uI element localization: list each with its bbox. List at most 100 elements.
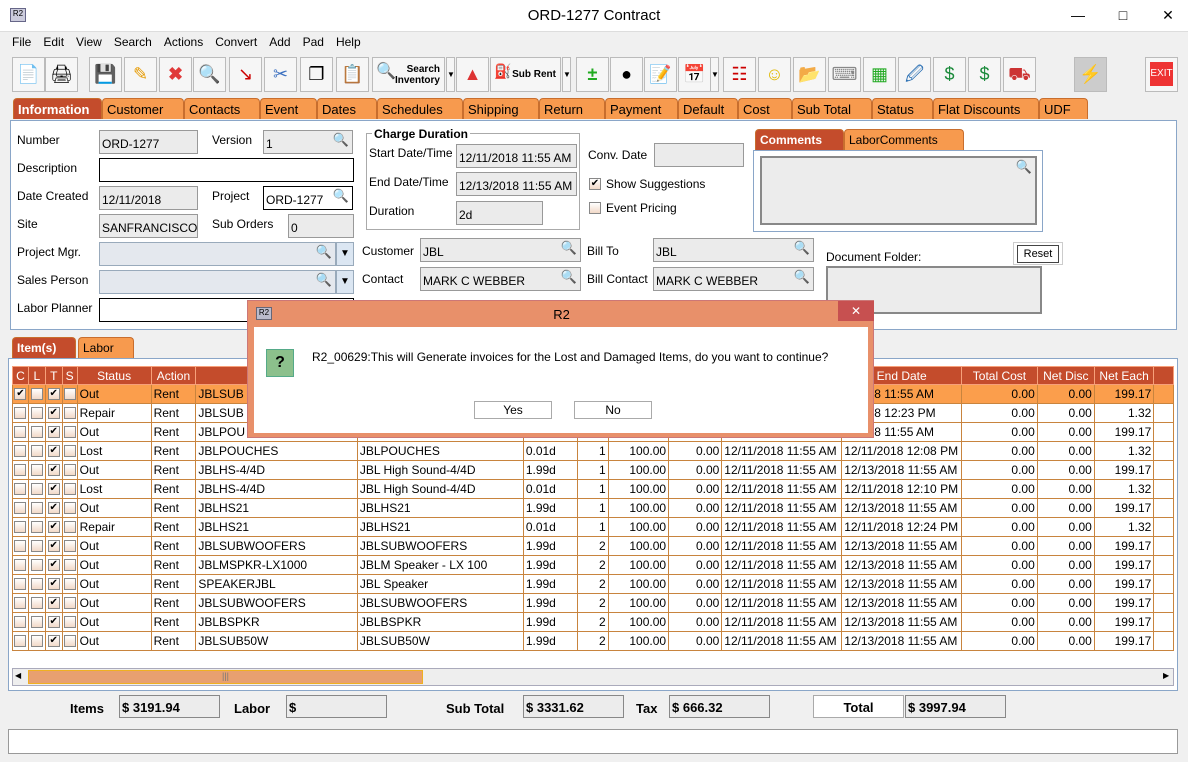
menu-edit[interactable]: Edit bbox=[43, 35, 65, 49]
transfer-document-icon[interactable]: ↘ bbox=[229, 57, 262, 92]
project-mgr-dropdown[interactable]: ▼ bbox=[336, 242, 354, 266]
checkbox-l[interactable] bbox=[30, 540, 43, 552]
table-row[interactable]: ✔ Out Rent JBLHS21 JBLHS21 1.99d 1 100.00 0.00 12… bbox=[12, 498, 1174, 518]
search-icon[interactable]: 🔍 bbox=[332, 132, 349, 147]
menu-pad[interactable]: Pad bbox=[302, 35, 324, 49]
comments-textarea[interactable]: 🔍 bbox=[760, 156, 1037, 225]
description-field[interactable] bbox=[99, 158, 354, 182]
checkbox-c[interactable] bbox=[14, 578, 27, 590]
date-created-field[interactable]: 12/11/2018 bbox=[99, 186, 198, 210]
color-blocks-icon[interactable]: ▦ bbox=[863, 57, 896, 92]
checkbox-l[interactable] bbox=[30, 502, 43, 514]
search-icon[interactable]: 🔍 bbox=[315, 272, 332, 287]
table-row[interactable]: ✔ Out Rent JBLBSPKR JBLBSPKR 1.99d 2 100.00 0.00… bbox=[12, 612, 1174, 632]
scroll-right-icon[interactable]: ▶ bbox=[1163, 671, 1170, 680]
checkbox-c[interactable] bbox=[14, 445, 27, 457]
tab-shipping[interactable]: Shipping bbox=[463, 98, 539, 119]
table-row[interactable]: ✔ Out Rent JBLSUB50W JBLSUB50W 1.99d 2 100.00 0.… bbox=[12, 631, 1174, 651]
menu-help[interactable]: Help bbox=[335, 35, 361, 49]
column-header[interactable]: Action bbox=[150, 366, 197, 385]
checkbox-c[interactable] bbox=[14, 407, 27, 419]
tab-default[interactable]: Default bbox=[678, 98, 738, 119]
money-note-icon[interactable]: $ bbox=[968, 57, 1001, 92]
search-icon[interactable]: 🔍 bbox=[560, 269, 577, 284]
table-row[interactable]: ✔ Lost Rent JBLHS-4/4D JBL High Sound-4/4D 0.… bbox=[12, 479, 1174, 499]
sub-rent-button[interactable]: ⛽ Sub Rent bbox=[490, 57, 561, 92]
column-header[interactable]: C bbox=[12, 366, 29, 385]
document-folder-box[interactable] bbox=[826, 266, 1042, 314]
tab-cost[interactable]: Cost bbox=[738, 98, 792, 119]
checkbox-s[interactable] bbox=[63, 635, 76, 647]
checkbox-c[interactable] bbox=[14, 540, 27, 552]
no-button[interactable]: No bbox=[574, 401, 652, 419]
tab-status[interactable]: Status bbox=[872, 98, 933, 119]
print-icon[interactable]: 🖨 bbox=[45, 57, 78, 92]
bill-to-field[interactable]: JBL 🔍 bbox=[653, 238, 814, 262]
checkbox-t[interactable]: ✔ bbox=[47, 616, 60, 628]
smiley-icon[interactable]: ☺ bbox=[758, 57, 791, 92]
calendar-dropdown[interactable]: ▼ bbox=[710, 57, 719, 92]
checkbox-l[interactable] bbox=[30, 521, 43, 533]
balls-icon[interactable]: ● bbox=[610, 57, 643, 92]
checkbox-t[interactable]: ✔ bbox=[47, 445, 60, 457]
horizontal-scrollbar[interactable]: ◀ ||| ▶ bbox=[12, 668, 1174, 686]
sales-person-field[interactable]: 🔍 bbox=[99, 270, 336, 294]
checkbox-s[interactable] bbox=[63, 445, 76, 457]
maximize-button[interactable]: □ bbox=[1118, 7, 1128, 23]
checkbox-l[interactable] bbox=[30, 464, 43, 476]
checkbox-s[interactable] bbox=[63, 559, 76, 571]
search-icon[interactable]: 🔍 bbox=[1015, 159, 1032, 174]
checkbox-c[interactable] bbox=[14, 502, 27, 514]
checkbox-t[interactable]: ✔ bbox=[47, 540, 60, 552]
binoculars-icon[interactable]: 🔍 bbox=[193, 57, 226, 92]
save-icon[interactable]: 💾 bbox=[89, 57, 122, 92]
site-field[interactable]: SANFRANCISCO bbox=[99, 214, 198, 238]
table-row[interactable]: ✔ Lost Rent JBLPOUCHES JBLPOUCHES 0.01d 1 100.0… bbox=[12, 441, 1174, 461]
start-datetime-field[interactable]: 12/11/2018 11:55 AM bbox=[456, 144, 577, 168]
checkbox-s[interactable] bbox=[63, 483, 76, 495]
search-icon[interactable]: 🔍 bbox=[315, 244, 332, 259]
add-remove-icon[interactable]: ± bbox=[576, 57, 609, 92]
checkbox-l[interactable] bbox=[30, 597, 43, 609]
money-forward-icon[interactable]: $ bbox=[933, 57, 966, 92]
checkbox-l[interactable] bbox=[30, 635, 43, 647]
tab-schedules[interactable]: Schedules bbox=[377, 98, 463, 119]
table-row[interactable]: ✔ Out Rent SPEAKERJBL JBL Speaker 1.99d 2 100.0… bbox=[12, 574, 1174, 594]
checkbox-t[interactable]: ✔ bbox=[47, 597, 60, 609]
org-chart-icon[interactable]: ☷ bbox=[723, 57, 756, 92]
version-field[interactable]: 1 🔍 bbox=[263, 130, 353, 154]
tab-labor-comments[interactable]: LaborComments bbox=[844, 129, 964, 150]
tab-flat-discounts[interactable]: Flat Discounts bbox=[933, 98, 1039, 119]
scroll-left-icon[interactable]: ◀ bbox=[15, 671, 22, 680]
menu-search[interactable]: Search bbox=[113, 35, 152, 49]
sub-rent-dropdown[interactable]: ▼ bbox=[562, 57, 571, 92]
table-row[interactable]: ✔ Out Rent JBLSUBWOOFERS JBLSUBWOOFERS 1.99d 2… bbox=[12, 536, 1174, 556]
form-edit-icon[interactable]: 🖉 bbox=[898, 57, 931, 92]
table-row[interactable]: ✔ Out Rent JBLHS-4/4D JBL High Sound-4/4D 1.9… bbox=[12, 460, 1174, 480]
checkbox-s[interactable] bbox=[63, 502, 76, 514]
show-suggestions-checkbox[interactable]: ✔ bbox=[589, 178, 601, 190]
menu-add[interactable]: Add bbox=[269, 35, 291, 49]
edit-pencil-icon[interactable]: ✎ bbox=[124, 57, 157, 92]
checkbox-t[interactable]: ✔ bbox=[47, 464, 60, 476]
tab-udf[interactable]: UDF bbox=[1039, 98, 1088, 119]
truck-icon[interactable]: ⛟ bbox=[1003, 57, 1036, 92]
shapes-icon[interactable]: ▲ bbox=[456, 57, 489, 92]
checkbox-c[interactable] bbox=[14, 426, 27, 438]
column-header[interactable]: T bbox=[44, 366, 63, 385]
new-document-icon[interactable]: 📄 bbox=[12, 57, 45, 92]
search-icon[interactable]: 🔍 bbox=[332, 188, 349, 203]
menu-convert[interactable]: Convert bbox=[215, 35, 258, 49]
checkbox-s[interactable] bbox=[63, 388, 76, 400]
delete-icon[interactable]: ✖ bbox=[159, 57, 192, 92]
checkbox-c[interactable] bbox=[14, 464, 27, 476]
keyboard-key-icon[interactable]: ⌨ bbox=[828, 57, 861, 92]
paste-icon[interactable]: 📋 bbox=[336, 57, 369, 92]
checkbox-c[interactable] bbox=[14, 616, 27, 628]
exit-button[interactable]: EXIT bbox=[1145, 57, 1178, 92]
checkbox-t[interactable]: ✔ bbox=[47, 502, 60, 514]
search-inventory-button[interactable]: 🔍 Search Inventory bbox=[372, 57, 445, 92]
scrollbar-thumb[interactable]: ||| bbox=[28, 670, 423, 684]
tab-contacts[interactable]: Contacts bbox=[184, 98, 260, 119]
column-header[interactable]: Net Each bbox=[1093, 366, 1155, 385]
